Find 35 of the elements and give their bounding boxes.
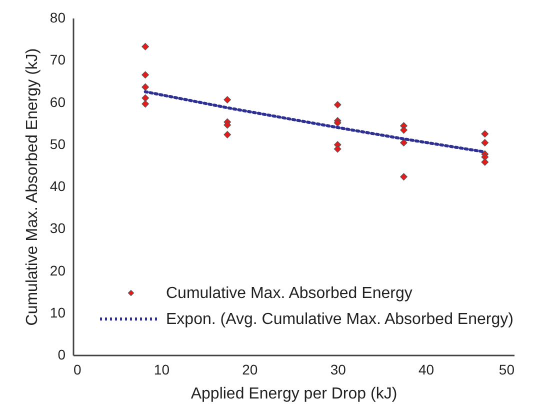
y-tick-label: 10: [50, 304, 66, 320]
point: [400, 173, 408, 180]
y-tick-label: 40: [50, 178, 66, 194]
point: [224, 96, 232, 104]
y-tick-label: 20: [50, 262, 66, 278]
x-tick-label: 30: [330, 362, 346, 378]
x-axis-title: Applied Energy per Drop (kJ): [190, 386, 398, 402]
x-tick-label: 50: [498, 362, 515, 378]
point: [481, 158, 489, 166]
point: [224, 131, 232, 138]
point: [142, 94, 149, 102]
point: [142, 71, 149, 79]
point: [142, 83, 149, 91]
x-tick-label: 40: [418, 362, 434, 378]
point: [142, 100, 149, 108]
x-tick-label: 20: [242, 362, 258, 378]
y-tick-label: 80: [50, 10, 66, 26]
point: [142, 42, 149, 50]
point: [400, 126, 408, 134]
y-tick-label: 0: [58, 346, 66, 362]
x-tick-label: 0: [74, 362, 82, 378]
legend-label: Expon. (Avg. Cumulative Max. Absorbed Energy): [166, 311, 514, 328]
y-axis-title: Cumulative Max. Absorbed Energy (kJ): [24, 48, 41, 326]
legend-label: Cumulative Max. Absorbed Energy: [166, 285, 412, 302]
x-tick-label: 10: [154, 362, 170, 378]
y-tick-label: 50: [50, 136, 66, 152]
point: [334, 145, 342, 153]
y-tick-label: 30: [50, 220, 66, 236]
y-tick-label: 70: [50, 52, 66, 68]
point: [481, 139, 489, 146]
y-tick-label: 60: [50, 94, 66, 110]
point: [481, 130, 489, 138]
point: [334, 101, 342, 108]
point: [400, 139, 408, 146]
point: [224, 121, 232, 129]
